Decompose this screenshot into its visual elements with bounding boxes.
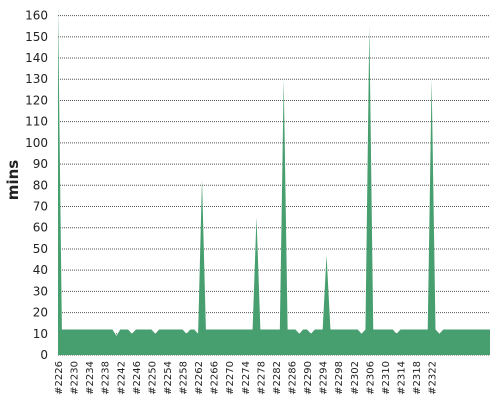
x-tick-label: #2302 — [350, 361, 361, 395]
x-tick-label: #2270 — [225, 361, 236, 395]
x-tick-label: #2250 — [147, 361, 158, 395]
y-tick-label: 30 — [33, 284, 48, 298]
x-tick-label: #2322 — [428, 361, 439, 395]
x-tick-label: #2278 — [256, 361, 267, 395]
y-tick-label: 20 — [33, 306, 48, 320]
x-tick-label: #2310 — [381, 361, 392, 395]
x-tick-label: #2230 — [70, 361, 81, 395]
y-tick-label: 160 — [25, 9, 48, 23]
x-tick-label: #2274 — [241, 361, 252, 395]
y-tick-label: 80 — [33, 178, 48, 192]
y-tick-label: 50 — [33, 242, 48, 256]
y-tick-label: 100 — [25, 136, 48, 150]
y-tick-label: 0 — [40, 348, 48, 362]
x-tick-label: #2238 — [101, 361, 112, 395]
y-tick-label: 40 — [33, 263, 48, 277]
x-tick-label: #2314 — [396, 361, 407, 395]
y-tick-label: 60 — [33, 221, 48, 235]
x-tick-label: #2226 — [54, 361, 65, 395]
x-tick-label: #2234 — [85, 361, 96, 395]
y-tick-label: 130 — [25, 72, 48, 86]
y-tick-label: 120 — [25, 93, 48, 107]
series-area — [57, 4, 491, 355]
x-tick-label: #2262 — [194, 361, 205, 395]
x-tick-label: #2282 — [272, 361, 283, 395]
x-tick-label: #2258 — [179, 361, 190, 395]
y-axis-label: mins — [4, 160, 22, 200]
y-tick-label: 10 — [33, 327, 48, 341]
x-tick-label: #2298 — [334, 361, 345, 395]
x-tick-label: #2266 — [210, 361, 221, 395]
y-tick-label: 70 — [33, 200, 48, 214]
y-axis-ticks: 0 10 20 30 40 50 60 70 80 90 100 110 120 130 140 150 160 — [25, 9, 48, 362]
gridlines — [58, 15, 490, 356]
x-tick-label: #2254 — [163, 361, 174, 395]
y-tick-label: 140 — [25, 51, 48, 65]
y-tick-label: 90 — [33, 157, 48, 171]
x-tick-label: #2242 — [116, 361, 127, 395]
y-tick-label: 110 — [25, 115, 48, 129]
x-tick-label: #2294 — [319, 361, 330, 395]
x-tick-label: #2246 — [132, 361, 143, 395]
x-tick-label: #2290 — [303, 361, 314, 395]
x-axis-ticks: #2226 #2230 #2234 #2238 #2242 #2246 #2250 #2254… — [54, 361, 439, 395]
x-tick-label: #2318 — [412, 361, 423, 395]
series-area-path — [58, 5, 490, 355]
x-tick-label: #2286 — [288, 361, 299, 395]
y-tick-label: 150 — [25, 30, 48, 44]
x-tick-label: #2306 — [365, 361, 376, 395]
